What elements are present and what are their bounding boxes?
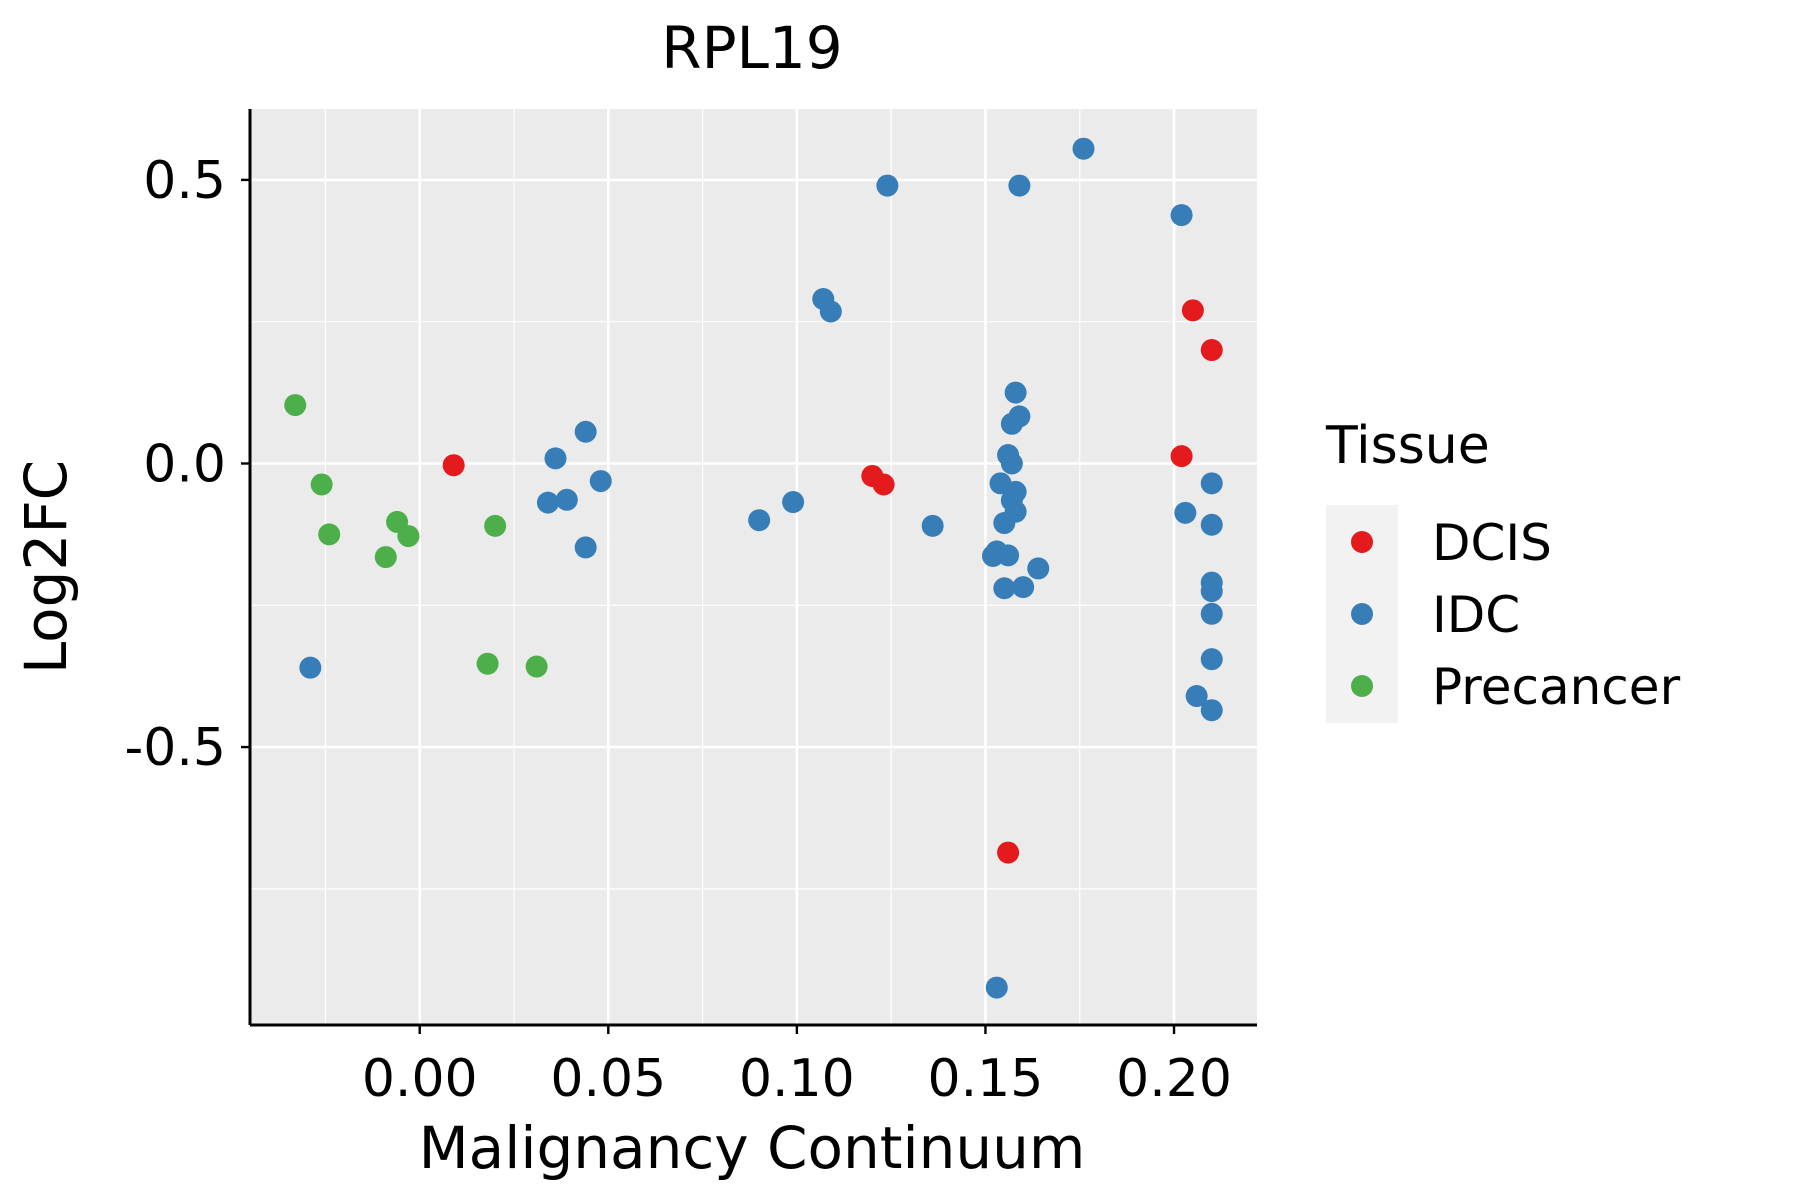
y-tick-label: -0.5 — [125, 718, 226, 778]
data-point-precancer — [484, 514, 507, 537]
data-point-idc — [819, 300, 842, 323]
x-tick-label: 0.10 — [739, 1049, 855, 1109]
data-point-dcis — [442, 454, 465, 477]
minor-gridlines — [250, 109, 1257, 1025]
legend-key-dcis — [1351, 531, 1373, 553]
data-point-idc — [782, 491, 805, 514]
major-gridlines — [250, 109, 1257, 1025]
data-point-idc — [1200, 699, 1223, 722]
data-point-dcis — [872, 473, 895, 496]
y-axis-title: Log2FC — [12, 460, 80, 674]
x-tick-label: 0.05 — [550, 1049, 666, 1109]
data-point-idc — [1027, 557, 1050, 580]
data-point-idc — [993, 577, 1016, 600]
legend-label-dcis: DCIS — [1432, 514, 1552, 572]
data-point-idc — [1004, 480, 1027, 503]
legend-label-idc: IDC — [1432, 586, 1520, 644]
data-point-precancer — [525, 655, 548, 678]
x-tick-label: 0.20 — [1116, 1049, 1232, 1109]
data-point-idc — [1072, 137, 1095, 160]
y-tick-label: 0.5 — [143, 151, 226, 211]
data-point-idc — [1004, 500, 1027, 523]
legend-key-idc — [1351, 603, 1373, 625]
data-point-idc — [589, 470, 612, 493]
legend: Tissue DCIS IDC Precancer — [1325, 416, 1681, 723]
data-point-idc — [1004, 381, 1027, 404]
data-point-idc — [1008, 405, 1031, 428]
legend-key-precancer — [1351, 675, 1373, 697]
data-point-precancer — [476, 652, 499, 675]
data-point-idc — [555, 488, 578, 511]
data-point-dcis — [1181, 299, 1204, 322]
x-tick-label: 0.00 — [362, 1049, 478, 1109]
data-point-dcis — [1170, 445, 1193, 468]
data-points — [284, 137, 1223, 999]
data-point-precancer — [310, 473, 333, 496]
data-point-idc — [1174, 501, 1197, 524]
data-point-idc — [299, 656, 322, 679]
data-point-idc — [1008, 174, 1031, 197]
data-point-idc — [574, 420, 597, 443]
data-point-idc — [985, 976, 1008, 999]
data-point-idc — [1012, 576, 1035, 599]
x-tick-label: 0.15 — [928, 1049, 1044, 1109]
x-axis-title: Malignancy Continuum — [419, 1114, 1086, 1182]
data-point-idc — [1200, 602, 1223, 625]
data-point-precancer — [374, 546, 397, 569]
data-point-idc — [1000, 452, 1023, 475]
data-point-precancer — [397, 525, 420, 548]
data-point-idc — [748, 509, 771, 532]
data-point-idc — [1200, 513, 1223, 536]
data-point-dcis — [997, 841, 1020, 864]
data-point-idc — [1170, 204, 1193, 227]
data-point-precancer — [318, 523, 341, 546]
data-point-idc — [1185, 685, 1208, 708]
plot-panel — [250, 109, 1257, 1025]
y-tick-label: 0.0 — [143, 434, 226, 494]
data-point-idc — [544, 447, 567, 470]
data-point-idc — [921, 514, 944, 537]
data-point-precancer — [284, 394, 307, 417]
data-point-idc — [876, 174, 899, 197]
data-point-idc — [1200, 472, 1223, 495]
data-point-idc — [536, 491, 559, 514]
y-axis-ticks: 0.5 0.0 -0.5 — [125, 151, 250, 778]
data-point-dcis — [1200, 339, 1223, 362]
data-point-idc — [1200, 580, 1223, 603]
legend-label-precancer: Precancer — [1432, 658, 1681, 716]
data-point-idc — [997, 544, 1020, 567]
legend-title: Tissue — [1325, 416, 1490, 476]
x-axis-ticks: 0.00 0.05 0.10 0.15 0.20 — [362, 1025, 1232, 1109]
data-point-idc — [574, 536, 597, 559]
data-point-idc — [1200, 648, 1223, 671]
chart-title: RPL19 — [661, 14, 842, 82]
